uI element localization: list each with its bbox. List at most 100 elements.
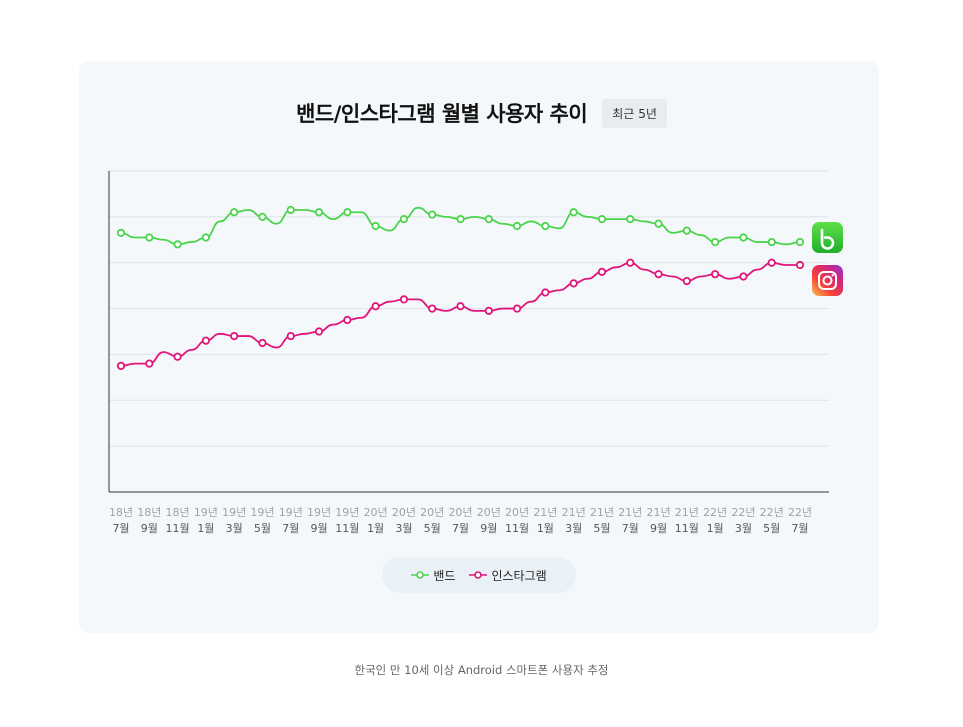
data-point-instagram[interactable] [371,302,380,311]
legend-label-band: 밴드 [433,568,456,583]
x-tick-month: 11월 [675,522,699,535]
x-tick-year: 20년 [420,506,444,519]
chart-legend: 밴드 인스타그램 [382,557,576,593]
series-line-band [120,206,801,246]
data-point-instagram[interactable] [512,304,522,313]
instagram-app-icon [812,265,843,296]
x-axis-tick-labels: 18년 7월 18년 9월 18년 11월 19년 1월 19년 3월 19년 5월 19년 7월 19년 9… [109,506,812,535]
data-point-band[interactable] [230,208,239,217]
data-point-instagram[interactable] [145,359,154,368]
x-tick-month: 7월 [622,522,639,535]
legend-item-instagram[interactable]: 인스타그램 [469,567,547,584]
data-point-instagram[interactable] [230,331,239,341]
x-tick-month: 1월 [707,522,724,535]
data-point-band[interactable] [654,219,663,228]
data-point-band[interactable] [258,212,267,221]
data-point-band[interactable] [456,215,465,224]
x-tick-year: 21년 [618,506,642,519]
x-tick-month: 5월 [763,522,780,535]
data-point-instagram[interactable] [343,315,352,325]
grid-lines [109,170,829,447]
x-tick-year: 22년 [788,506,812,519]
legend-label-instagram: 인스타그램 [491,568,547,583]
legend-marker-instagram [469,571,488,579]
x-tick-month: 11월 [505,522,529,535]
data-point-instagram[interactable] [484,306,493,315]
data-point-band[interactable] [597,215,607,224]
data-point-instagram[interactable] [314,327,324,336]
data-point-band[interactable] [201,233,210,242]
data-point-band[interactable] [371,221,380,231]
x-tick-year: 20년 [448,506,472,519]
data-point-instagram[interactable] [767,258,776,267]
data-point-band[interactable] [795,237,805,247]
data-point-band[interactable] [343,208,352,217]
data-point-band[interactable] [711,237,720,247]
data-point-instagram[interactable] [286,331,295,341]
data-point-instagram[interactable] [597,267,607,276]
data-point-instagram[interactable] [428,304,437,313]
data-point-instagram[interactable] [654,270,663,279]
data-point-instagram[interactable] [682,276,691,286]
data-point-band[interactable] [314,208,324,217]
data-point-instagram[interactable] [795,260,805,270]
x-tick-month: 3월 [735,522,752,535]
data-point-band[interactable] [569,208,578,217]
x-tick-year: 21년 [562,506,586,519]
legend-item-band[interactable]: 밴드 [411,567,455,584]
x-tick-month: 3월 [395,522,412,535]
data-point-band[interactable] [739,233,748,242]
legend-marker-band [411,571,430,579]
data-point-band[interactable] [626,215,635,224]
x-tick-month: 1월 [537,522,554,535]
x-tick-month: 11월 [166,522,190,535]
data-point-band[interactable] [484,215,493,224]
x-tick-year: 20년 [505,506,529,519]
data-point-instagram[interactable] [456,302,465,311]
data-point-band[interactable] [512,221,522,231]
x-tick-month: 11월 [335,522,359,535]
x-tick-month: 7월 [452,522,469,535]
x-tick-year: 20년 [364,506,388,519]
x-tick-year: 22년 [760,506,784,519]
x-tick-year: 20년 [392,506,416,519]
data-point-instagram[interactable] [173,352,182,361]
x-tick-month: 5월 [424,522,441,535]
data-point-band[interactable] [399,215,409,224]
footnote: 한국인 만 10세 이상 Android 스마트폰 사용자 추정 [354,663,609,677]
x-tick-year: 22년 [731,506,755,519]
data-point-instagram[interactable] [541,288,550,297]
data-point-instagram[interactable] [116,361,126,370]
data-point-band[interactable] [682,226,691,235]
data-point-band[interactable] [541,221,550,231]
data-point-instagram[interactable] [201,336,210,345]
title-row: 밴드/인스타그램 월별 사용자 추이 최근 5년 [0,98,963,128]
data-point-band[interactable] [173,240,182,249]
data-point-band[interactable] [145,233,154,242]
series-lines [120,206,801,367]
x-tick-year: 19년 [335,506,359,519]
series-line-instagram [120,261,800,367]
chart-title: 밴드/인스타그램 월별 사용자 추이 [296,102,588,126]
data-point-band[interactable] [286,205,295,215]
data-point-band[interactable] [116,228,126,238]
data-point-instagram[interactable] [711,270,720,279]
data-point-instagram[interactable] [399,295,409,304]
chart-card [79,61,879,633]
data-point-band[interactable] [767,237,776,247]
data-point-instagram[interactable] [739,272,748,281]
data-point-instagram[interactable] [626,258,635,267]
x-tick-month: 1월 [197,522,214,535]
x-tick-year: 18년 [137,506,161,519]
x-tick-year: 19년 [222,506,246,519]
x-tick-month: 9월 [310,522,327,535]
x-tick-year: 22년 [703,506,727,519]
x-tick-month: 7월 [791,522,808,535]
data-point-instagram[interactable] [258,338,267,348]
data-point-instagram[interactable] [569,279,578,288]
data-point-band[interactable] [428,210,437,219]
x-tick-year: 21년 [533,506,557,519]
x-tick-year: 19년 [250,506,274,519]
x-tick-year: 19년 [194,506,218,519]
